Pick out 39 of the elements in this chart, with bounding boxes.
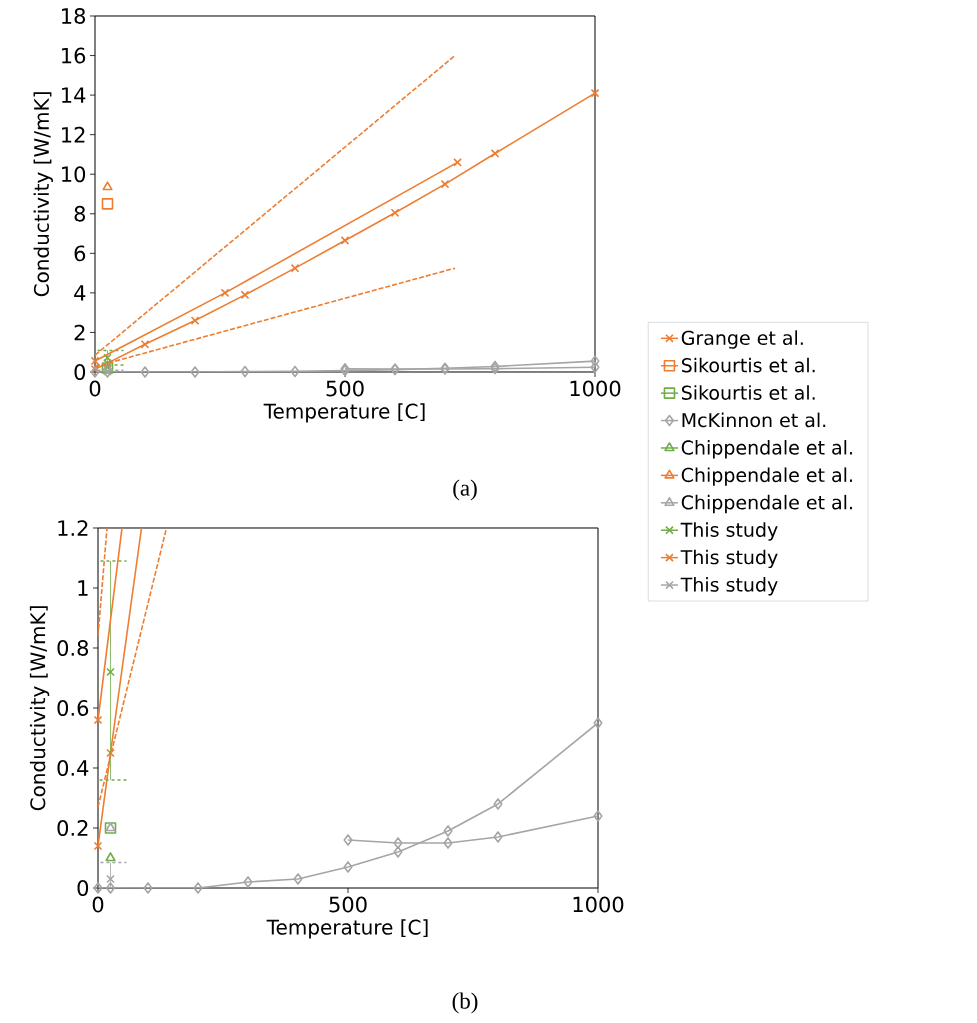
- x-tick-label: 500: [329, 896, 367, 913]
- x-axis-title: Temperature [C]: [263, 403, 425, 423]
- y-axis-title: Conductivity [W/mK]: [29, 606, 50, 811]
- y-tick-label: 2: [74, 324, 85, 341]
- text: (a): [453, 479, 477, 501]
- x-tick-label: 1000: [573, 896, 624, 913]
- y-tick-label: 1: [78, 580, 88, 596]
- y-tick-label: 16: [62, 47, 86, 64]
- y-tick-label: 0: [74, 364, 86, 380]
- y-tick-label: 0.8: [57, 640, 89, 656]
- x-tick-label: 1000: [570, 380, 621, 397]
- y-axis-title: Conductivity [W/mK]: [33, 92, 53, 297]
- text: (b): [452, 992, 478, 1014]
- y-tick-label: 1.2: [58, 520, 88, 536]
- legend-label: Sikourtis et al.: [681, 357, 815, 373]
- legend-label: McKinnon et al.: [682, 412, 826, 428]
- legend-label: This study: [680, 577, 778, 596]
- legend-label: This study: [680, 522, 778, 541]
- y-tick-label: 0: [77, 880, 89, 896]
- x-axis-title: Temperature [C]: [266, 919, 428, 939]
- x-tick-label: 0: [89, 380, 101, 397]
- y-tick-label: 0.2: [57, 820, 88, 836]
- y-tick-label: 14: [62, 87, 86, 103]
- y-tick-label: 18: [62, 8, 86, 24]
- legend-label: This study: [680, 549, 778, 569]
- y-tick-label: 12: [62, 126, 85, 143]
- y-tick-label: 6: [74, 245, 86, 262]
- y-tick-label: 4: [74, 285, 86, 301]
- x-tick-label: 500: [326, 380, 364, 397]
- legend-label: Chippendale et al.: [681, 494, 852, 514]
- legend-label: Chippendale et al.: [681, 440, 852, 459]
- legend-label: Chippendale et al.: [681, 467, 852, 486]
- y-tick-label: 10: [62, 166, 86, 183]
- y-tick-label: 0.6: [57, 700, 89, 716]
- y-tick-label: 8: [74, 205, 86, 222]
- legend-label: Sikourtis et al.: [681, 385, 815, 400]
- y-tick-label: 0.4: [57, 760, 89, 776]
- legend-label: Grange et al.: [681, 330, 803, 349]
- x-tick-label: 0: [92, 896, 104, 913]
